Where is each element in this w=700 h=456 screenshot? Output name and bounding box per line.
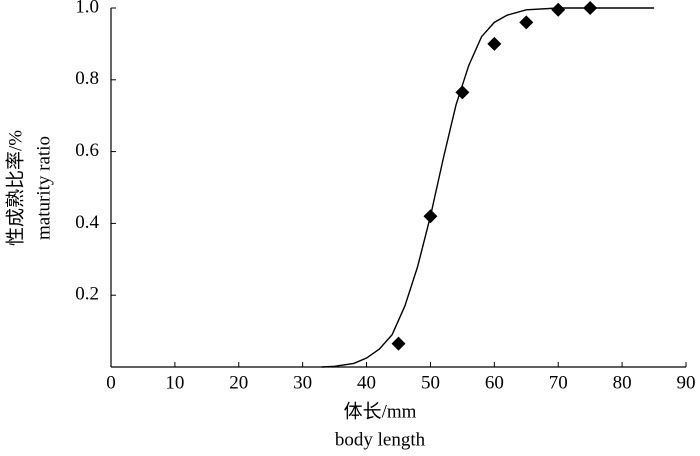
x-tick-label: 70 <box>549 372 568 393</box>
data-point <box>551 2 566 17</box>
x-tick-label: 30 <box>293 372 312 393</box>
y-tick-label: 0.8 <box>75 68 99 89</box>
fit-curve <box>321 7 655 368</box>
x-tick-label: 10 <box>165 372 184 393</box>
data-point <box>519 15 534 30</box>
data-point <box>455 85 470 100</box>
y-tick-label: 1.0 <box>75 0 99 17</box>
x-tick-label: 20 <box>229 372 248 393</box>
x-axis-label: 体长/mm <box>344 400 417 422</box>
x-tick-label: 60 <box>485 372 504 393</box>
x-tick-label: 80 <box>613 372 632 393</box>
x-tick-label: 90 <box>677 372 696 393</box>
y-axis-label: maturity ratio <box>33 136 54 240</box>
y-axis-label: 性成熟比率/% <box>4 130 26 246</box>
x-tick-label: 50 <box>421 372 440 393</box>
x-tick-label: 40 <box>357 372 376 393</box>
y-tick-label: 0.6 <box>75 140 99 161</box>
y-tick-label: 0.2 <box>75 284 99 305</box>
y-tick-label: 0.4 <box>75 212 99 233</box>
x-tick-label: 0 <box>106 372 116 393</box>
x-axis-label: body length <box>335 429 426 450</box>
data-point <box>391 336 406 351</box>
data-point <box>487 36 502 51</box>
